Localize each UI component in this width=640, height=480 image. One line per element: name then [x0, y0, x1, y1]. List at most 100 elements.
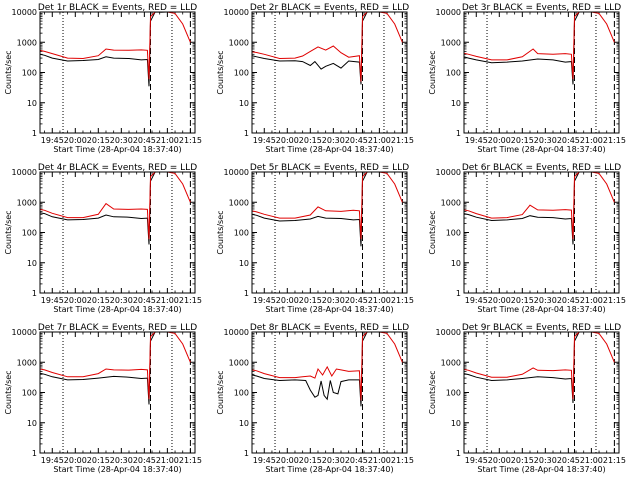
x-tick-label: 21:15: [391, 136, 414, 145]
y-axis-label: Counts/sec: [4, 370, 13, 414]
y-tick-label: 100: [446, 229, 461, 238]
y-tick-label: 10000: [224, 328, 249, 337]
x-tick-label: 19:45: [465, 296, 488, 305]
plot-frame: [463, 11, 620, 134]
x-tick-label: 20:00: [64, 136, 87, 145]
y-axis-label: Counts/sec: [216, 50, 225, 94]
y-axis-label: Counts/sec: [216, 210, 225, 254]
lld-series-line: [252, 332, 403, 401]
x-tick-label: 21:00: [368, 456, 391, 465]
x-tick-label: 20:15: [299, 296, 322, 305]
panel-6: Det 6r BLACK = Events, RED = LLD 1 10 100 10…: [428, 163, 626, 314]
plot-frame: [463, 171, 620, 294]
panel-8: Det 8r BLACK = Events, RED = LLD 1 10 100 10…: [216, 323, 414, 474]
x-tick-label: 20:15: [511, 456, 534, 465]
x-tick-label: 20:45: [345, 296, 368, 305]
y-tick-label: 1: [32, 449, 37, 458]
x-tick-label: 19:45: [253, 456, 276, 465]
x-tick-label: 21:15: [391, 296, 414, 305]
panel-title: Det 7r BLACK = Events, RED = LLD: [38, 323, 197, 333]
x-tick-label: 20:45: [557, 456, 580, 465]
plot-frame: [39, 171, 196, 294]
events-series-line: [40, 12, 168, 87]
panel-title: Det 4r BLACK = Events, RED = LLD: [38, 163, 197, 173]
x-tick-label: 21:15: [391, 456, 414, 465]
x-tick-label: 21:15: [179, 136, 202, 145]
x-tick-label: 20:15: [87, 456, 110, 465]
y-tick-label: 10000: [12, 328, 37, 337]
panel-title: Det 9r BLACK = Events, RED = LLD: [462, 323, 621, 333]
panel-4: Det 4r BLACK = Events, RED = LLD 1 10 100 10…: [4, 163, 202, 314]
y-tick-label: 100: [234, 229, 249, 238]
x-tick-label: 21:00: [156, 296, 179, 305]
x-tick-label: 21:15: [603, 456, 626, 465]
plot-frame: [39, 11, 196, 134]
y-tick-label: 1: [244, 289, 249, 298]
x-tick-label: 19:45: [41, 136, 64, 145]
x-tick-label: 20:15: [511, 136, 534, 145]
y-tick-label: 10: [27, 99, 37, 108]
y-tick-label: 10000: [436, 168, 461, 177]
x-axis-label: Start Time (28-Apr-04 18:37:40): [477, 465, 605, 474]
y-tick-label: 10: [239, 259, 249, 268]
x-tick-label: 20:00: [488, 296, 511, 305]
x-tick-label: 20:30: [322, 136, 345, 145]
x-tick-label: 21:15: [179, 296, 202, 305]
x-tick-label: 21:00: [580, 136, 603, 145]
y-tick-label: 1: [456, 449, 461, 458]
y-axis-label: Counts/sec: [4, 210, 13, 254]
plot-frame: [251, 11, 408, 134]
panel-title: Det 2r BLACK = Events, RED = LLD: [250, 3, 409, 13]
x-tick-label: 20:45: [345, 456, 368, 465]
x-tick-label: 20:00: [276, 296, 299, 305]
y-tick-label: 10000: [224, 168, 249, 177]
x-tick-label: 20:45: [133, 136, 156, 145]
x-tick-label: 20:00: [64, 456, 87, 465]
y-tick-label: 100: [22, 69, 37, 78]
y-tick-label: 1000: [229, 198, 249, 207]
y-tick-label: 10000: [12, 168, 37, 177]
y-tick-label: 1000: [441, 198, 461, 207]
y-tick-label: 100: [234, 69, 249, 78]
x-tick-label: 19:45: [41, 296, 64, 305]
y-tick-label: 1000: [17, 38, 37, 47]
x-tick-label: 21:00: [156, 456, 179, 465]
x-tick-label: 20:00: [64, 296, 87, 305]
y-tick-label: 10: [239, 99, 249, 108]
panel-2: Det 2r BLACK = Events, RED = LLD 1 10 100 10…: [216, 3, 414, 154]
x-tick-label: 20:15: [299, 136, 322, 145]
x-axis-label: Start Time (28-Apr-04 18:37:40): [265, 305, 393, 314]
x-tick-label: 21:15: [603, 296, 626, 305]
x-tick-label: 20:15: [511, 296, 534, 305]
plot-frame: [463, 331, 620, 454]
y-tick-label: 1: [456, 129, 461, 138]
x-axis-label: Start Time (28-Apr-04 18:37:40): [265, 145, 393, 154]
panel-9: Det 9r BLACK = Events, RED = LLD 1 10 100 10…: [428, 323, 626, 474]
x-tick-label: 20:30: [110, 296, 133, 305]
y-axis-label: Counts/sec: [428, 370, 437, 414]
x-axis-label: Start Time (28-Apr-04 18:37:40): [53, 305, 181, 314]
y-tick-label: 10: [451, 99, 461, 108]
x-tick-label: 21:00: [580, 456, 603, 465]
x-axis-label: Start Time (28-Apr-04 18:37:40): [53, 145, 181, 154]
x-tick-label: 20:30: [110, 456, 133, 465]
x-tick-label: 21:00: [368, 136, 391, 145]
y-tick-label: 10: [239, 419, 249, 428]
y-tick-label: 10: [451, 259, 461, 268]
x-tick-label: 21:00: [580, 296, 603, 305]
y-tick-label: 100: [446, 389, 461, 398]
y-tick-label: 1000: [17, 198, 37, 207]
y-tick-label: 100: [22, 389, 37, 398]
x-tick-label: 19:45: [253, 296, 276, 305]
panel-title: Det 6r BLACK = Events, RED = LLD: [462, 163, 621, 173]
panel-1: Det 1r BLACK = Events, RED = LLD 1 10 100 10…: [4, 3, 202, 154]
plot-frame: [39, 331, 196, 454]
x-axis-label: Start Time (28-Apr-04 18:37:40): [477, 145, 605, 154]
x-tick-label: 20:00: [276, 456, 299, 465]
y-tick-label: 1000: [441, 38, 461, 47]
x-axis-label: Start Time (28-Apr-04 18:37:40): [53, 465, 181, 474]
plot-frame: [251, 171, 408, 294]
y-tick-label: 1000: [17, 358, 37, 367]
y-tick-label: 100: [22, 229, 37, 238]
